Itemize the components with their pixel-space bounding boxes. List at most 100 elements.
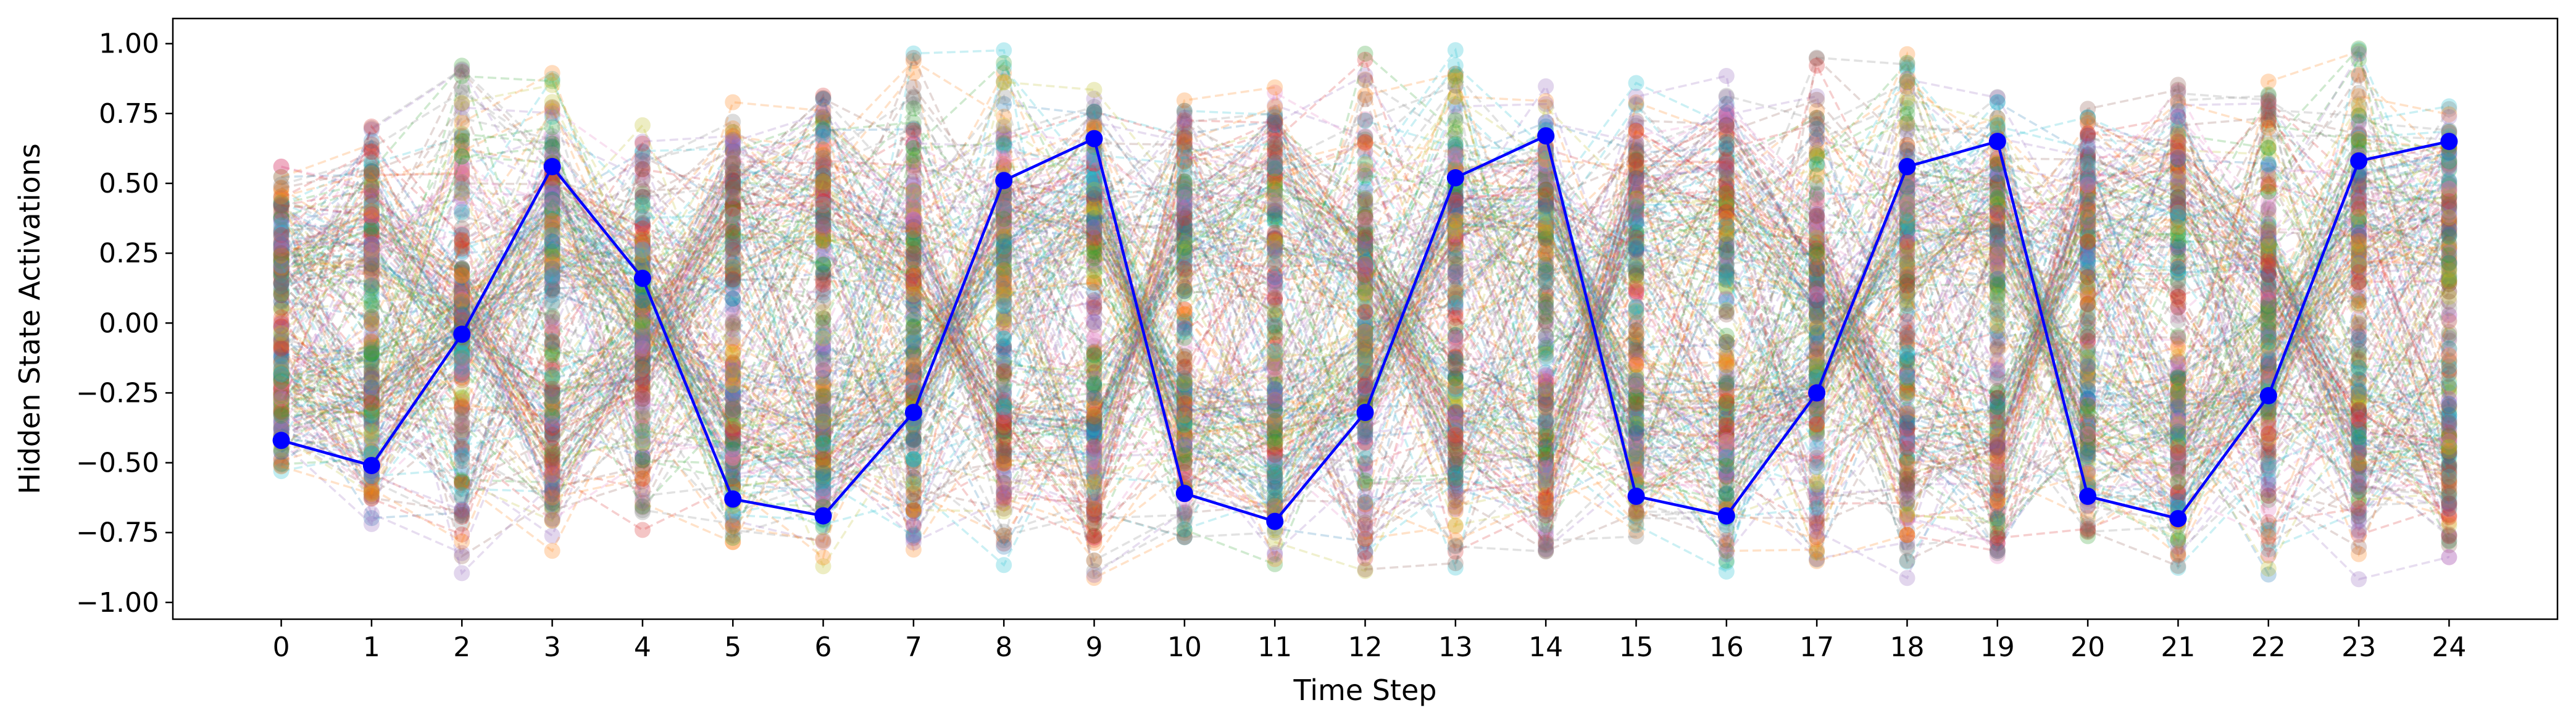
hidden-unit-point bbox=[1628, 332, 1644, 349]
hidden-unit-point bbox=[1809, 270, 1825, 286]
hidden-unit-point bbox=[1357, 322, 1373, 338]
hidden-unit-point bbox=[1538, 475, 1554, 491]
hidden-unit-point bbox=[454, 425, 470, 442]
hidden-unit-point bbox=[905, 365, 922, 382]
hidden-unit-point bbox=[2170, 380, 2186, 397]
hidden-unit-point bbox=[725, 131, 741, 148]
hidden-unit-point bbox=[2260, 440, 2277, 456]
hidden-unit-point bbox=[1267, 79, 1283, 96]
hidden-unit-point bbox=[2170, 130, 2186, 147]
hidden-unit-point bbox=[2351, 437, 2367, 454]
hidden-unit-point bbox=[1086, 532, 1103, 548]
hidden-unit-point bbox=[2170, 409, 2186, 426]
hidden-unit-point bbox=[905, 330, 922, 347]
hidden-unit-point bbox=[273, 158, 290, 175]
hidden-unit-point bbox=[273, 370, 290, 386]
hidden-unit-point bbox=[905, 505, 922, 522]
hidden-unit-point bbox=[1447, 404, 1464, 421]
hidden-unit-point bbox=[905, 293, 922, 309]
hidden-unit-point bbox=[996, 406, 1012, 422]
hidden-unit-point bbox=[996, 73, 1012, 90]
hidden-unit-point bbox=[544, 543, 561, 559]
hidden-unit-point bbox=[2170, 272, 2186, 289]
hidden-unit-point bbox=[725, 94, 741, 111]
hidden-unit-point bbox=[1989, 94, 2006, 111]
hidden-unit-point bbox=[544, 280, 561, 297]
hidden-unit-point bbox=[1447, 517, 1464, 533]
hidden-unit-point bbox=[1718, 535, 1735, 551]
hidden-unit-point bbox=[1267, 544, 1283, 561]
hidden-unit-point bbox=[2441, 478, 2457, 495]
hidden-unit-point bbox=[1267, 478, 1283, 494]
hidden-unit-line bbox=[280, 78, 2450, 558]
hidden-unit-point bbox=[996, 557, 1012, 574]
hidden-unit-point bbox=[725, 153, 741, 170]
hidden-unit-point bbox=[454, 515, 470, 532]
hidden-unit-point bbox=[363, 297, 380, 314]
hidden-unit-point bbox=[1267, 401, 1283, 418]
hidden-unit-point bbox=[1628, 425, 1644, 442]
hidden-unit-series bbox=[273, 109, 2457, 548]
hidden-unit-point bbox=[454, 533, 470, 550]
hidden-unit-point bbox=[2080, 269, 2096, 285]
hidden-unit-point bbox=[725, 425, 741, 442]
hidden-unit-point bbox=[2260, 561, 2277, 577]
hidden-unit-point bbox=[2170, 109, 2186, 125]
hidden-unit-point bbox=[1447, 246, 1464, 263]
hidden-unit-point bbox=[815, 456, 832, 473]
hidden-unit-point bbox=[996, 495, 1012, 512]
hidden-unit-point bbox=[2260, 282, 2277, 298]
hidden-unit-point bbox=[1086, 217, 1103, 234]
hidden-unit-point bbox=[273, 283, 290, 299]
hidden-unit-point bbox=[1086, 81, 1103, 98]
hidden-unit-point bbox=[363, 515, 380, 532]
hidden-unit-point bbox=[1718, 377, 1735, 394]
hidden-unit-point bbox=[1176, 375, 1193, 392]
hidden-unit-point bbox=[1628, 75, 1644, 91]
hidden-unit-point bbox=[634, 135, 651, 152]
hidden-unit-point bbox=[544, 485, 561, 501]
hidden-unit-point bbox=[454, 343, 470, 360]
hidden-unit-point bbox=[2080, 147, 2096, 164]
hidden-unit-series bbox=[273, 117, 2457, 544]
hidden-unit-point bbox=[1086, 364, 1103, 380]
hidden-unit-point bbox=[2260, 243, 2277, 260]
hidden-unit-point bbox=[1809, 551, 1825, 568]
hidden-unit-point bbox=[2351, 288, 2367, 305]
hidden-unit-point bbox=[1899, 527, 1915, 543]
hidden-unit-point bbox=[1447, 386, 1464, 403]
hidden-unit-line bbox=[281, 235, 2449, 414]
hidden-unit-point bbox=[1447, 42, 1464, 59]
hidden-unit-point bbox=[2441, 188, 2457, 204]
hidden-unit-point bbox=[273, 396, 290, 412]
hidden-unit-point bbox=[634, 170, 651, 186]
hidden-unit-point bbox=[2260, 566, 2277, 583]
hidden-unit-point bbox=[1718, 278, 1735, 294]
hidden-unit-point bbox=[725, 141, 741, 158]
hidden-unit-point bbox=[1086, 415, 1103, 432]
hidden-unit-point bbox=[1267, 143, 1283, 160]
hidden-unit-point bbox=[544, 274, 561, 291]
hidden-unit-point bbox=[1176, 249, 1193, 266]
hidden-unit-point bbox=[2351, 274, 2367, 291]
hidden-unit-point bbox=[1899, 213, 1915, 230]
hidden-unit-point bbox=[1809, 328, 1825, 345]
hidden-unit-point bbox=[725, 201, 741, 217]
hidden-unit-series bbox=[273, 228, 2457, 421]
hidden-unit-point bbox=[273, 269, 290, 285]
hidden-unit-point bbox=[2080, 126, 2096, 143]
hidden-unit-point bbox=[363, 505, 380, 522]
hidden-unit-point bbox=[1538, 342, 1554, 359]
hidden-unit-point bbox=[454, 158, 470, 175]
hidden-unit-point bbox=[1357, 332, 1373, 348]
hidden-unit-point bbox=[454, 307, 470, 324]
hidden-unit-point bbox=[634, 117, 651, 133]
hidden-unit-point bbox=[1176, 223, 1193, 240]
hidden-unit-point bbox=[1628, 158, 1644, 175]
hidden-unit-point bbox=[363, 472, 380, 489]
background-series-layer bbox=[273, 40, 2457, 588]
hidden-unit-point bbox=[1899, 80, 1915, 97]
hidden-unit-point bbox=[1447, 268, 1464, 285]
hidden-unit-point bbox=[996, 356, 1012, 373]
